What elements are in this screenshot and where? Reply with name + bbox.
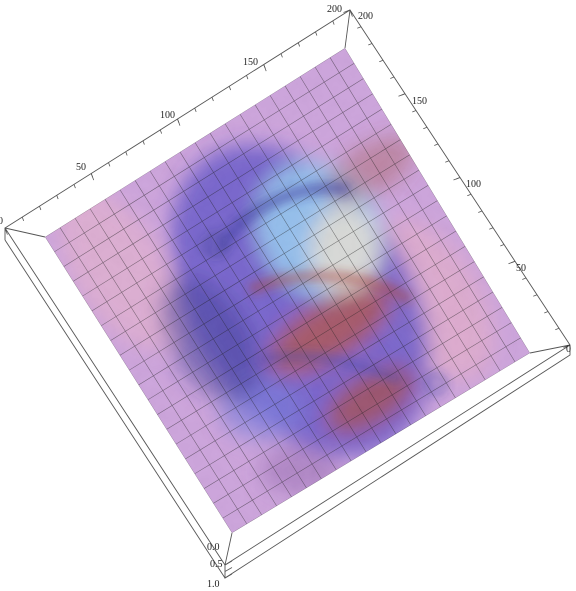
x-tick-label: 200 — [327, 4, 342, 15]
x-tick-labels: 0 50 100 150 200 — [0, 4, 342, 227]
surface — [45, 48, 530, 533]
mesh-line — [147, 215, 447, 401]
tick-mark — [357, 26, 362, 29]
tick-mark — [412, 110, 417, 113]
mesh-line — [254, 104, 441, 408]
tick-mark — [4, 227, 8, 235]
tick-mark — [349, 9, 353, 17]
y-tick-labels: 200 150 100 50 0 — [358, 11, 571, 355]
tick-mark — [56, 195, 59, 200]
tick-mark — [533, 294, 538, 297]
tick-mark — [108, 162, 111, 167]
mesh-line — [329, 57, 516, 363]
tick-mark — [453, 177, 461, 181]
y-tick-label: 150 — [412, 96, 427, 107]
tick-mark — [434, 143, 439, 146]
tick-mark — [280, 53, 283, 58]
tick-mark — [563, 344, 571, 348]
tick-mark — [90, 173, 95, 181]
tick-mark — [224, 573, 233, 579]
mesh-line — [284, 85, 471, 390]
y-tick-label: 200 — [358, 11, 373, 22]
tick-mark — [343, 9, 351, 13]
tick-mark — [224, 560, 233, 566]
tick-mark — [508, 260, 516, 265]
tick-mark — [390, 76, 395, 79]
tick-mark — [211, 97, 214, 102]
tick-mark — [423, 126, 428, 130]
tick-mark — [263, 64, 267, 72]
tick-mark — [224, 567, 233, 572]
tick-mark — [544, 311, 549, 314]
x-tick-label: 150 — [243, 57, 258, 68]
tick-mark — [500, 244, 505, 247]
mesh-line — [222, 337, 521, 519]
z-tick-label: 0.5 — [210, 559, 223, 570]
tick-mark — [522, 277, 527, 280]
tick-mark — [159, 129, 163, 134]
tick-mark — [142, 140, 145, 145]
tick-mark — [73, 184, 76, 189]
mesh-line — [239, 114, 426, 417]
y-tick-label: 100 — [466, 179, 481, 190]
tick-mark — [21, 216, 25, 221]
mesh-line — [314, 66, 501, 372]
tick-mark — [555, 327, 560, 331]
x-tick-label: 100 — [160, 110, 175, 121]
mesh-line — [203, 307, 503, 489]
tick-mark — [332, 20, 335, 25]
mesh-line — [209, 132, 397, 435]
z-tick-label: 1.0 — [207, 579, 220, 590]
mesh-line — [185, 276, 484, 460]
axis-ticks — [4, 9, 571, 579]
mesh-line — [269, 95, 456, 399]
z-tick-label: 0.0 — [207, 542, 220, 553]
mesh-line — [213, 322, 512, 504]
mesh-line — [224, 123, 412, 426]
y-tick-label: 50 — [516, 263, 526, 274]
mesh-line — [175, 261, 475, 445]
x-tick-label: 50 — [76, 162, 86, 173]
mesh-line — [157, 230, 457, 415]
tick-mark — [228, 86, 232, 91]
tick-mark — [489, 227, 494, 230]
mesh-line — [138, 200, 438, 386]
x-tick-label: 0 — [0, 216, 3, 227]
tick-mark — [125, 151, 128, 156]
tick-mark — [478, 210, 483, 213]
tick-mark — [297, 42, 301, 47]
mesh-line — [299, 76, 486, 381]
y-tick-label: 0 — [566, 344, 571, 355]
tick-mark — [467, 193, 472, 197]
tick-mark — [398, 93, 406, 97]
tick-mark — [39, 206, 42, 211]
z-tick-labels: 0.0 0.5 1.0 — [207, 542, 223, 590]
mesh-line — [194, 291, 494, 475]
tick-mark — [315, 31, 318, 36]
tick-mark — [194, 107, 197, 112]
tick-mark — [368, 43, 373, 46]
tick-mark — [445, 160, 450, 163]
mesh-line — [166, 246, 466, 430]
tick-mark — [177, 118, 181, 126]
tick-mark — [246, 75, 249, 80]
tick-mark — [379, 59, 384, 63]
